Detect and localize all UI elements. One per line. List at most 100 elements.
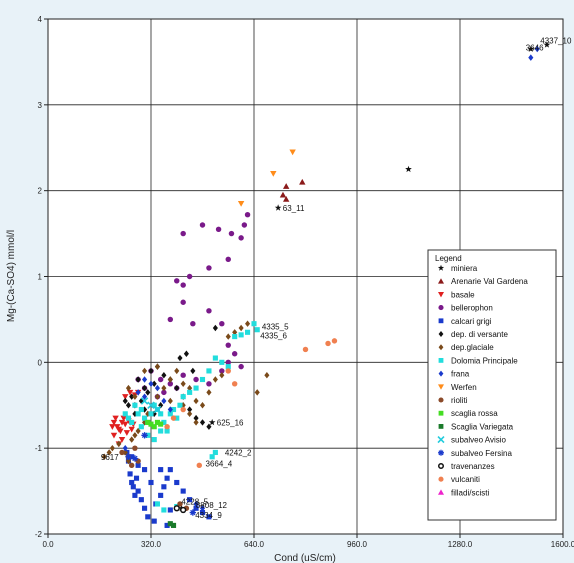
data-point: [132, 445, 138, 451]
data-point: [331, 338, 338, 344]
data-point: [125, 457, 132, 465]
data-point: [157, 376, 164, 383]
data-point: [153, 405, 162, 414]
data-point: [225, 364, 231, 370]
data-point: [129, 419, 135, 425]
x-axis-label: Cond (uS/cm): [274, 553, 336, 563]
legend-entry: vulcaniti: [451, 475, 480, 484]
data-point: [187, 389, 193, 395]
data-point: [543, 41, 551, 48]
x-tick-label: 960.0: [347, 540, 368, 549]
legend-items: miniera Arenarie Val Gardena basale bellero…: [437, 264, 528, 497]
legend-entry: subalveo Avisio: [451, 436, 507, 445]
data-point: [135, 389, 141, 396]
data-point: [167, 397, 173, 405]
data-point: [534, 45, 540, 53]
data-point: [142, 393, 148, 400]
point-annotation: 4335_6: [260, 332, 287, 341]
data-point: [135, 427, 141, 435]
data-point: [282, 196, 290, 202]
data-point: [199, 402, 206, 409]
data-point: [131, 455, 139, 462]
legend-marker: [438, 410, 444, 416]
data-point: [164, 423, 170, 430]
data-point: [145, 419, 151, 425]
data-point: [187, 410, 193, 418]
data-point: [129, 479, 135, 486]
data-point: [148, 421, 154, 427]
legend-entry: Arenarie Val Gardena: [451, 277, 528, 286]
data-point: [164, 428, 170, 434]
data-point: [325, 340, 331, 347]
data-point: [254, 389, 260, 396]
data-point: [174, 479, 180, 486]
point-annotation: 4334_9: [195, 511, 222, 520]
data-point: [125, 453, 132, 460]
data-point: [206, 368, 212, 374]
legend-entry: travenanzes: [451, 462, 495, 471]
legend-marker: [437, 264, 445, 271]
data-point: [254, 327, 260, 333]
legend-entry: dep. di versante: [451, 330, 508, 339]
data-point: [158, 467, 164, 473]
data-point: [270, 170, 277, 177]
data-point: [133, 475, 140, 481]
legend-marker: [438, 463, 444, 469]
data-point: [164, 475, 170, 481]
data-point: [110, 432, 118, 439]
point-annotation: 3664_4: [206, 460, 233, 469]
y-tick-label: 4: [38, 15, 43, 24]
data-point: [132, 402, 138, 408]
data-point: [101, 453, 107, 460]
point-annotation: 63_11: [283, 204, 305, 213]
data-point: [238, 332, 244, 338]
point-annotation: 625_16: [217, 418, 244, 427]
data-point: [528, 54, 534, 61]
data-point: [228, 230, 235, 237]
data-point: [238, 235, 244, 241]
legend-marker: [438, 489, 444, 495]
data-point: [199, 505, 206, 512]
data-point: [206, 423, 212, 430]
data-point: [161, 389, 167, 396]
data-point: [180, 372, 186, 378]
data-point: [212, 376, 218, 383]
data-point: [170, 522, 177, 528]
data-point: [190, 367, 196, 375]
data-point: [145, 432, 151, 438]
point-annotation: 3646: [526, 43, 544, 52]
data-point: [167, 521, 173, 527]
data-point: [129, 393, 135, 400]
x-tick-label: 1600.0: [551, 540, 574, 549]
data-point: [119, 449, 125, 456]
data-point: [109, 444, 115, 452]
y-tick-labels: -2 -1 0 1 2 3 4: [35, 15, 48, 539]
y-tick-label: -1: [35, 444, 43, 453]
data-point: [151, 518, 157, 524]
data-point: [142, 376, 148, 383]
data-point: [225, 368, 231, 374]
data-point: [206, 381, 212, 387]
legend-entry: Dolomia Principale: [451, 356, 518, 365]
legend-entry: filladi/scisti: [451, 488, 489, 497]
data-point: [180, 282, 186, 288]
legend-entry: miniera: [451, 264, 478, 273]
data-point: [177, 402, 183, 408]
data-point: [206, 308, 212, 314]
data-point: [135, 488, 141, 494]
data-point: [132, 492, 138, 498]
data-point: [122, 444, 128, 452]
point-annotation: 4228_5: [181, 497, 208, 506]
data-point: [251, 321, 257, 327]
data-point: [161, 419, 167, 425]
data-point: [264, 372, 270, 379]
legend-entry: calcari grigi: [451, 317, 492, 326]
data-point: [167, 381, 174, 387]
data-point: [180, 506, 187, 514]
x-tick-label: 640.0: [244, 540, 265, 549]
data-point: [151, 380, 157, 387]
data-point: [245, 320, 251, 327]
data-point: [225, 256, 231, 263]
data-point: [183, 350, 189, 357]
data-point: [138, 424, 144, 430]
